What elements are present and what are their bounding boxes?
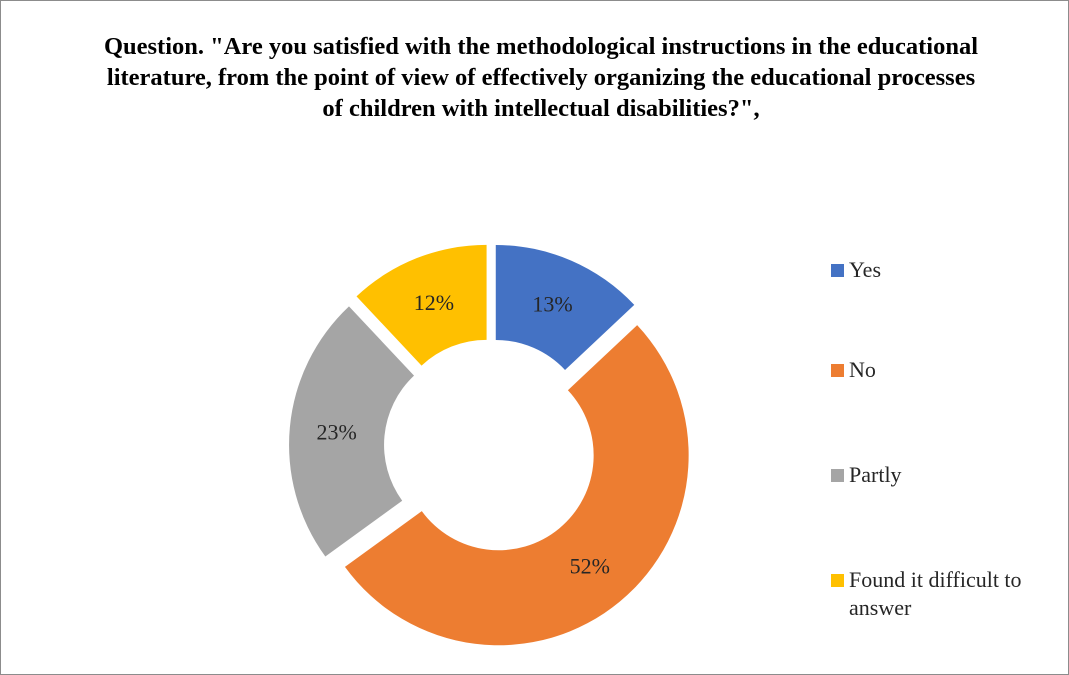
legend-label-partly: Partly	[849, 462, 902, 487]
slice-difficult	[356, 244, 487, 366]
legend-swatch-yes	[831, 264, 844, 277]
doughnut-slice-labels: 13% 52% 23% 12%	[317, 290, 610, 579]
slice-partly	[289, 306, 415, 557]
legend-label-no: No	[849, 357, 876, 382]
legend-label-yes: Yes	[849, 257, 882, 282]
doughnut-slices	[289, 244, 689, 646]
legend-swatch-difficult	[831, 574, 844, 587]
legend-item-yes: Yes	[831, 256, 1051, 284]
slice-yes	[495, 244, 635, 370]
slice-no	[344, 325, 689, 646]
slice-label-no: 52%	[570, 553, 610, 578]
legend-item-partly: Partly	[831, 461, 1051, 489]
slice-label-difficult: 12%	[414, 290, 454, 315]
legend-item-difficult: Found it difficult to answer	[831, 566, 1051, 622]
chart-title: Question. "Are you satisfied with the me…	[103, 33, 979, 122]
legend-item-no: No	[831, 356, 1051, 384]
slice-label-partly: 23%	[317, 419, 357, 444]
legend-swatch-partly	[831, 469, 844, 482]
slice-label-yes: 13%	[532, 292, 572, 317]
legend-swatch-no	[831, 364, 844, 377]
legend-label-difficult: Found it difficult to answer	[849, 567, 1022, 620]
